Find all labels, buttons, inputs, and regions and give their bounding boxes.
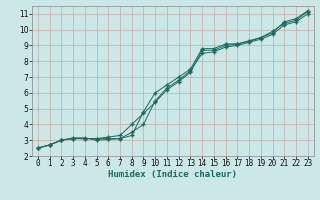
- X-axis label: Humidex (Indice chaleur): Humidex (Indice chaleur): [108, 170, 237, 179]
